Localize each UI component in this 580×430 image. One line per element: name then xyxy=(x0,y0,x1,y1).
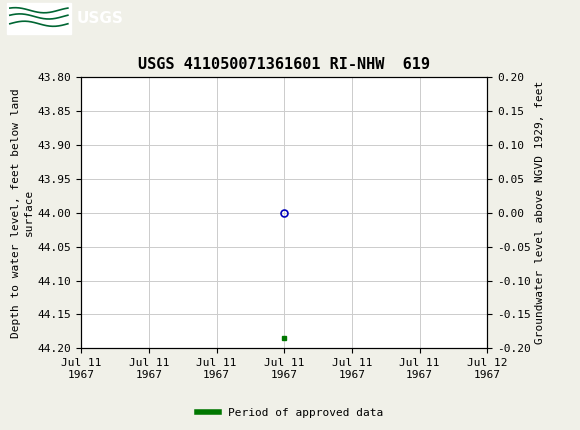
Title: USGS 411050071361601 RI-NHW  619: USGS 411050071361601 RI-NHW 619 xyxy=(138,57,430,72)
Y-axis label: Groundwater level above NGVD 1929, feet: Groundwater level above NGVD 1929, feet xyxy=(535,81,545,344)
Text: USGS: USGS xyxy=(77,11,124,26)
Bar xyxy=(7,3,71,34)
Y-axis label: Depth to water level, feet below land
surface: Depth to water level, feet below land su… xyxy=(11,88,34,338)
Legend: Period of approved data: Period of approved data xyxy=(193,403,387,422)
